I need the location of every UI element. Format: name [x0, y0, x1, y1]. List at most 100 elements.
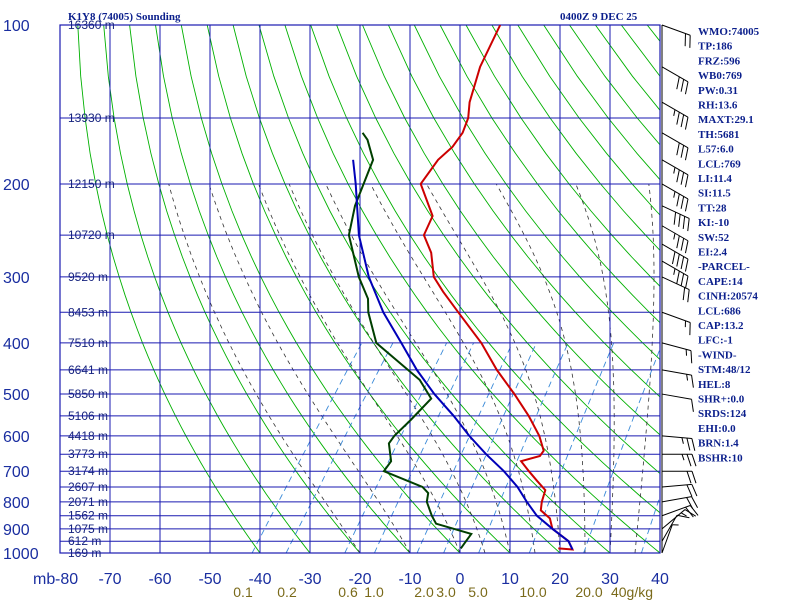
temp-tick-label: 40: [651, 571, 669, 588]
wind-barb: [661, 311, 691, 336]
wind-barb: [661, 243, 689, 272]
index-line: -PARCEL-: [698, 261, 750, 273]
pressure-tick-label: 700: [3, 464, 30, 481]
mixing-ratio-label: 5.0: [468, 584, 488, 600]
chart-title: K1Y8 (74005) Sounding: [68, 11, 181, 23]
mixing-ratio-label: 0.6: [338, 584, 358, 600]
moist-adiabat: [426, 183, 561, 553]
pressure-tick-label: 300: [3, 270, 30, 287]
temp-tick-label: -10: [398, 571, 421, 588]
index-line: RH:13.6: [698, 100, 738, 112]
mixing-ratio-label: 1.0: [364, 584, 384, 600]
height-label: 9520 m: [68, 270, 108, 284]
temp-tick-label: -70: [98, 571, 121, 588]
pressure-tick-label: 500: [3, 387, 30, 404]
mixing-ratio-label: 40g/kg: [611, 584, 653, 600]
index-line: MAXT:29.1: [698, 114, 754, 126]
wind-barb: [661, 435, 696, 451]
index-line: EI:2.4: [698, 247, 728, 259]
pressure-tick-label: 200: [3, 177, 30, 194]
pressure-tick-label: 800: [3, 495, 30, 512]
height-label: 5106 m: [68, 409, 108, 423]
temp-tick-label: -20: [348, 571, 371, 588]
index-line: WMO:74005: [698, 26, 760, 38]
height-label: 3773 m: [68, 447, 108, 461]
index-line: BSHR:10: [698, 452, 743, 464]
mixing-ratio-label: 20.0: [575, 584, 602, 600]
index-line: SHR+:0.0: [698, 394, 745, 406]
x-axis-left-label: mb: [33, 571, 55, 588]
height-label: 12150 m: [68, 177, 115, 191]
index-line: WB0:769: [698, 70, 743, 82]
index-line: CINH:20574: [698, 291, 758, 303]
temp-tick-label: -60: [148, 571, 171, 588]
mixing-ratio-label: 10.0: [519, 584, 546, 600]
index-line: L57:6.0: [698, 144, 734, 156]
wind-barb: [661, 342, 693, 364]
wind-barb: [661, 159, 689, 188]
height-label: 7510 m: [68, 336, 108, 350]
temp-tick-label: 30: [601, 571, 619, 588]
index-line: SW:52: [698, 232, 730, 244]
grid: [59, 24, 661, 554]
index-line: FRZ:596: [698, 55, 741, 67]
wind-barb: [661, 66, 689, 95]
wind-barb: [661, 276, 690, 303]
index-line: TP:186: [698, 41, 733, 53]
height-labels: 16360 m 13930 m 12150 m 10720 m 9520 m 8453 m…: [68, 18, 115, 560]
temp-tick-label: 20: [551, 571, 569, 588]
pressure-tick-label: 100: [3, 18, 30, 35]
pressure-tick-label: 400: [3, 336, 30, 353]
temp-tick-label: -80: [55, 571, 78, 588]
axis-labels: 100 200 300 400 500 600 700 800 900 1000 mb -70 -60 -…: [3, 18, 669, 600]
wind-barb: [661, 369, 694, 388]
wind-barb: [661, 524, 679, 554]
index-line: CAPE:14: [698, 276, 743, 288]
index-line: TH:5681: [698, 129, 740, 141]
series-dewpoint: [347, 132, 473, 549]
temp-tick-label: -30: [298, 571, 321, 588]
wind-barb: [661, 205, 690, 232]
height-label: 6641 m: [68, 363, 108, 377]
wind-barb: [661, 483, 698, 497]
height-label: 5850 m: [68, 387, 108, 401]
index-line: TT:28: [698, 202, 727, 214]
height-label: 8453 m: [68, 305, 108, 319]
height-label: 612 m: [68, 534, 101, 548]
height-label: 1562 m: [68, 509, 108, 523]
index-line: LCL:769: [698, 158, 741, 170]
series-parcel: [352, 159, 574, 550]
wind-barb: [661, 514, 690, 542]
moist-adiabat: [258, 183, 461, 553]
temp-tick-label: -50: [198, 571, 221, 588]
chart-datetime: 0400Z 9 DEC 25: [560, 11, 638, 23]
series: [347, 25, 575, 551]
height-label: 2607 m: [68, 480, 108, 494]
height-label: 13930 m: [68, 111, 115, 125]
moist-adiabat: [325, 183, 511, 553]
height-label: 4418 m: [68, 429, 108, 443]
wind-barb: [661, 101, 689, 130]
series-temperature: [419, 25, 575, 551]
index-line: SI:11.5: [698, 188, 731, 200]
wind-barb: [661, 260, 689, 289]
index-line: HEL:8: [698, 379, 731, 391]
height-label: 16360 m: [68, 18, 115, 32]
mixing-ratio-label: 0.1: [233, 584, 253, 600]
index-line: EHI:0.0: [698, 423, 736, 435]
wind-barb: [661, 24, 691, 48]
temp-tick-label: 10: [501, 571, 519, 588]
pressure-tick-label: 900: [3, 522, 30, 539]
height-label: 2071 m: [68, 495, 108, 509]
pressure-tick-label: 1000: [3, 546, 39, 563]
moist-adiabat: [495, 183, 586, 553]
temp-tick-label: -40: [248, 571, 271, 588]
pressure-tick-label: 600: [3, 429, 30, 446]
height-label: 169 m: [68, 546, 101, 560]
height-label: 3174 m: [68, 464, 108, 478]
index-line: STM:48/12: [698, 364, 751, 376]
index-line: -WIND-: [698, 349, 737, 361]
wind-barb: [661, 225, 689, 254]
index-line: KI:-10: [698, 217, 730, 229]
